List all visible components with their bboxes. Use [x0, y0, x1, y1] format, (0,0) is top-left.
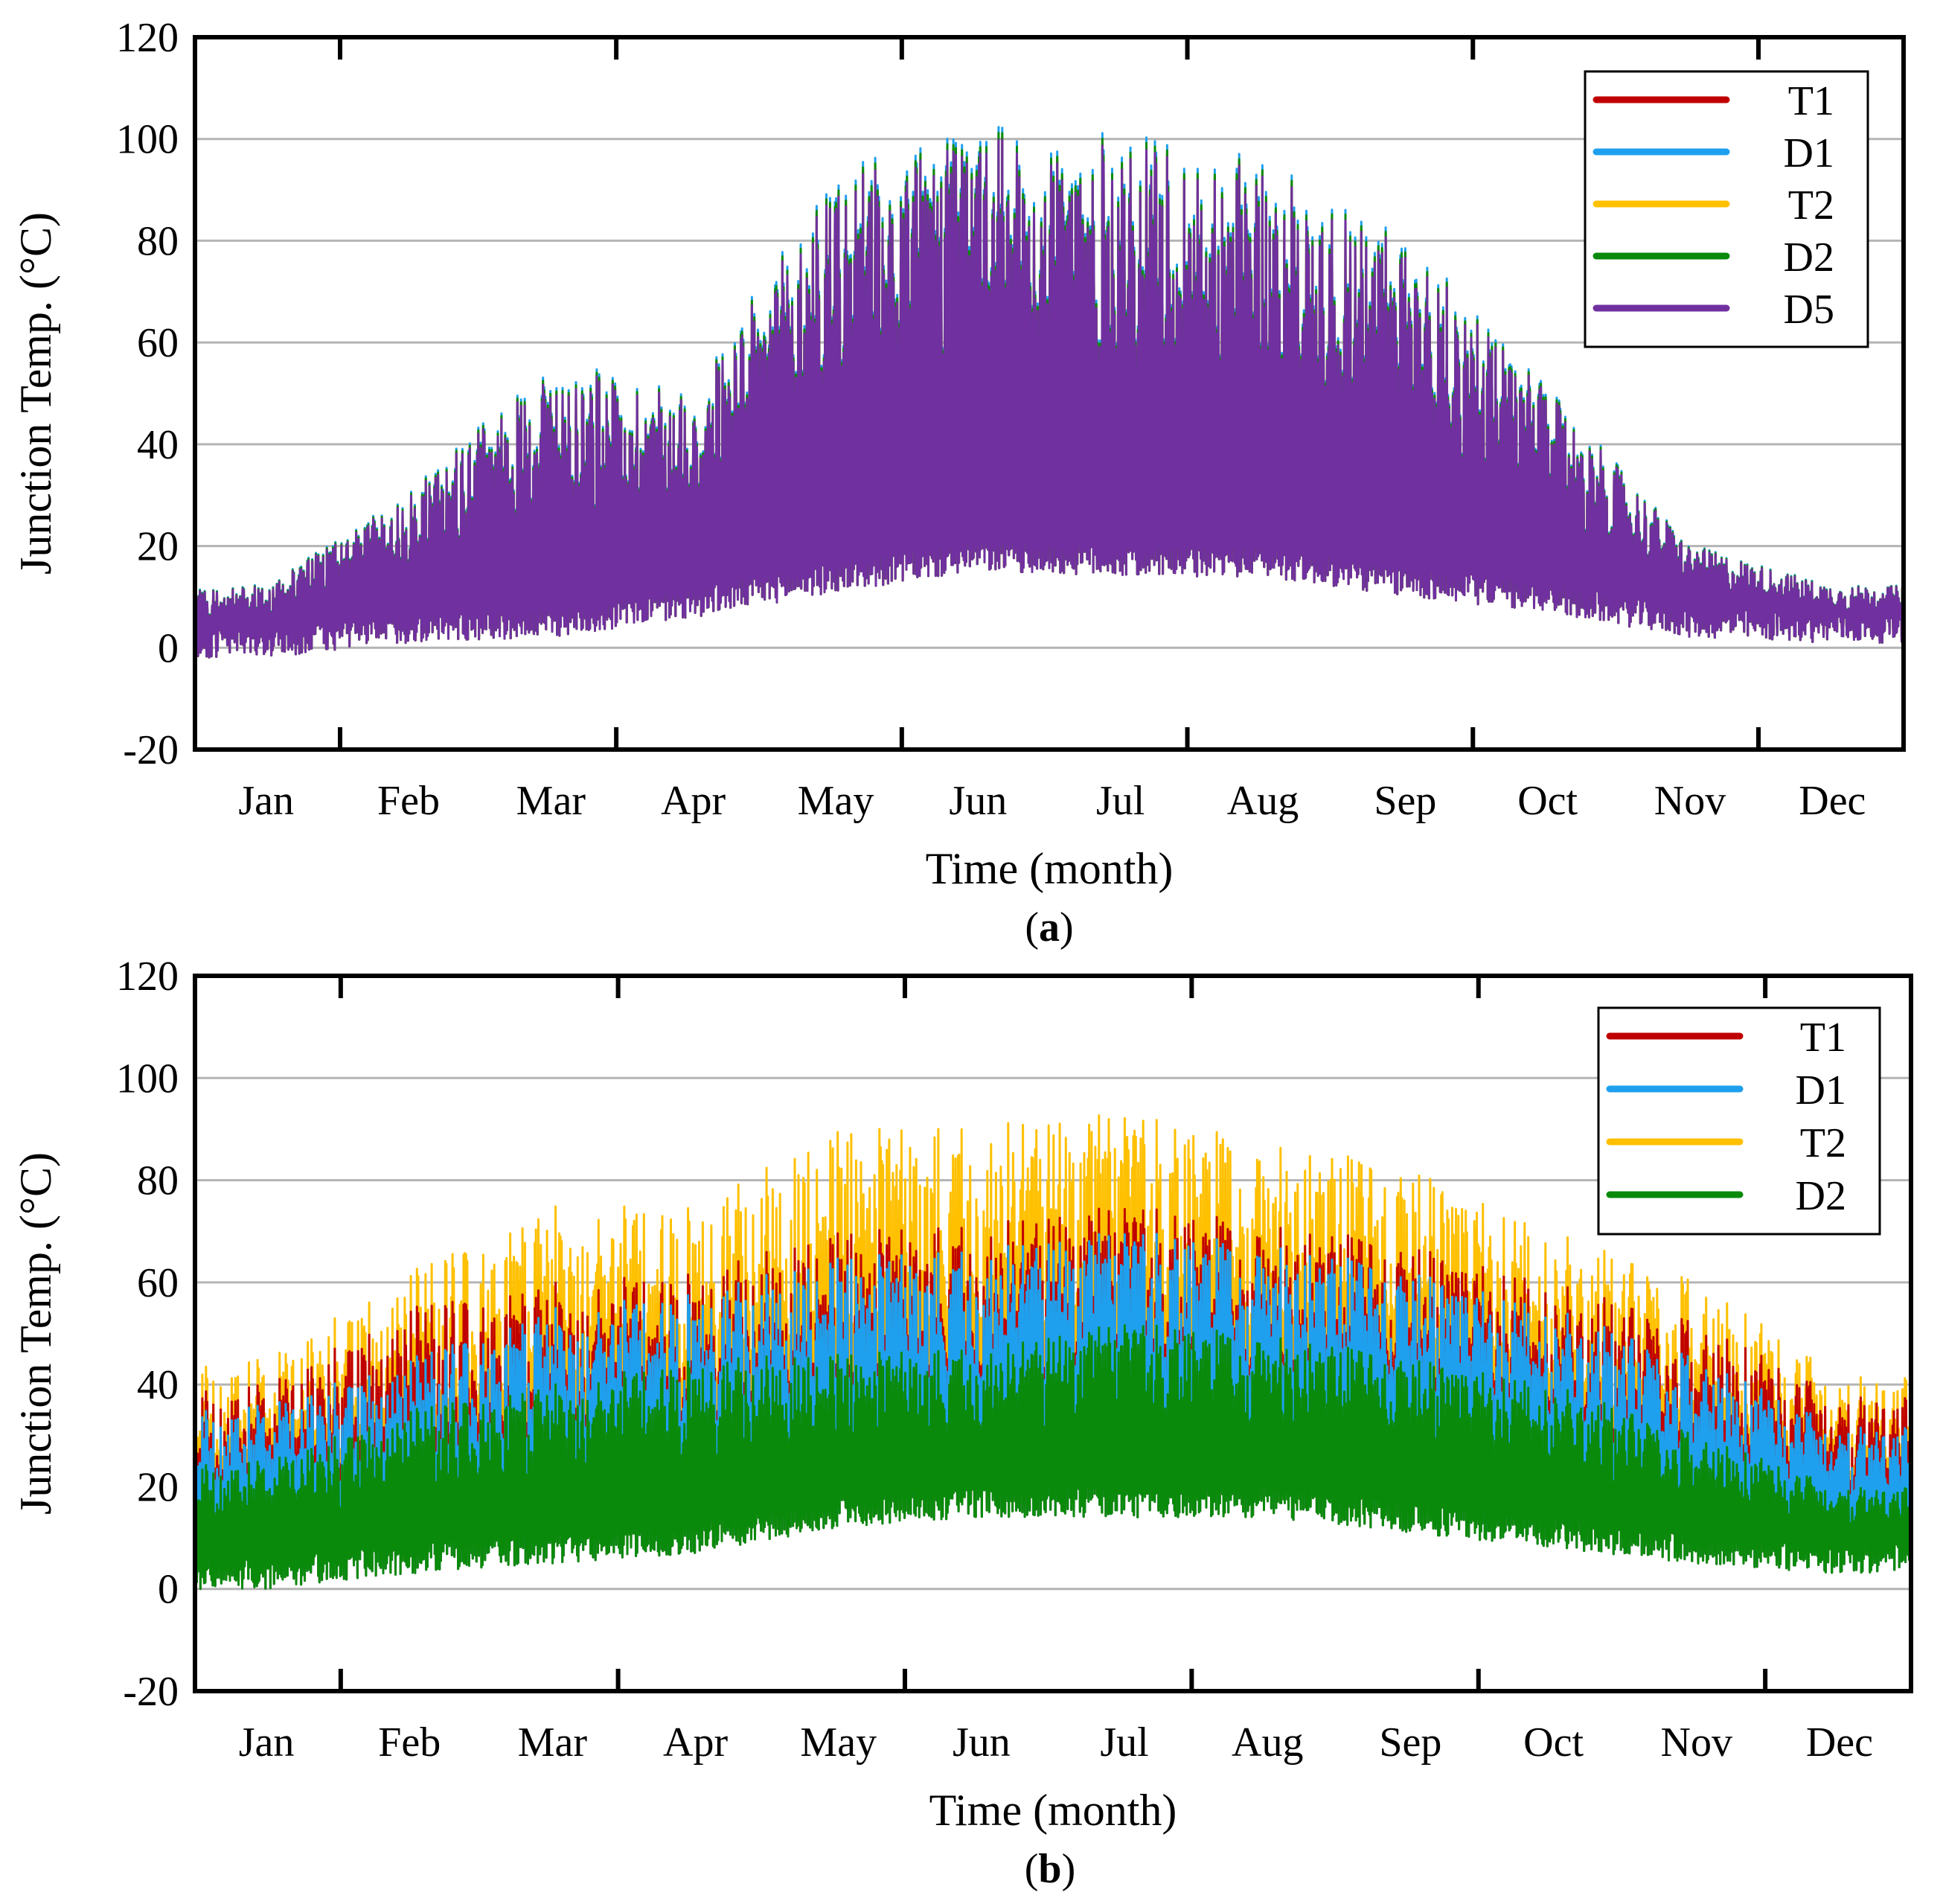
chart-a-x-tick-label: Feb [377, 778, 440, 824]
chart-a-x-tick-label: May [798, 778, 874, 824]
chart-a-panel-label: (a) [1025, 904, 1073, 951]
chart-b-y-tick-label: 120 [116, 953, 179, 1000]
chart-a-y-tick-label: 120 [116, 15, 179, 61]
chart-panel-a: -20 0 20 40 60 80 100 120 Jan Feb Mar Apr May Jun Jul… [11, 15, 1906, 951]
chart-b-x-tick-label: Sep [1379, 1719, 1441, 1766]
chart-a-x-tick-label: Oct [1517, 778, 1578, 824]
chart-b-panel-letter: b [1038, 1846, 1061, 1892]
chart-b-y-tick-label: 40 [137, 1362, 179, 1408]
chart-a-y-ticks: -20 0 20 40 60 80 100 120 [116, 15, 179, 773]
chart-b-legend-label-t2: T2 [1800, 1120, 1846, 1166]
chart-a-legend-label-t2: T2 [1788, 182, 1834, 229]
chart-b-x-tick-label: Nov [1661, 1719, 1732, 1766]
chart-b-y-tick-label: 60 [137, 1260, 179, 1306]
chart-a-x-ticks: Jan Feb Mar Apr May Jun Jul Aug Sep Oct Nov Dec [238, 37, 1866, 824]
chart-b-y-ticks: -20 0 20 40 60 80 100 120 [116, 953, 179, 1715]
chart-a-frame [193, 35, 1906, 752]
chart-a-y-tick-label: 40 [137, 422, 179, 468]
chart-b-legend-label-d2: D2 [1796, 1173, 1846, 1219]
chart-a-x-tick-label: Aug [1227, 778, 1299, 824]
chart-a-series-group [193, 126, 1906, 659]
chart-b-x-tick-label: Feb [378, 1719, 441, 1766]
chart-a-y-tick-label: -20 [123, 727, 179, 773]
chart-b-y-tick-label: 20 [137, 1464, 179, 1510]
chart-b-legend: T1 D1 T2 D2 [1597, 1006, 1881, 1236]
chart-a-legend-label-d5: D5 [1784, 287, 1834, 333]
chart-a-legend-box [1584, 70, 1869, 348]
chart-a-x-tick-label: Sep [1374, 778, 1436, 824]
chart-b-x-axis-title: Time (month) [929, 1786, 1177, 1835]
chart-a-x-tick-label: Mar [516, 778, 586, 824]
chart-b-x-tick-label: May [800, 1719, 877, 1766]
chart-a-series-d5 [193, 138, 1906, 659]
chart-panel-b: -20 0 20 40 60 80 100 120 Jan Feb Mar Apr May Jun Jul… [11, 953, 1913, 1892]
chart-a-legend-label-d2: D2 [1784, 234, 1834, 281]
chart-b-series-d2 [193, 1324, 1913, 1591]
chart-b-x-tick-label: Mar [518, 1719, 588, 1766]
chart-b-x-ticks: Jan Feb Mar Apr May Jun Jul Aug Sep Oct Nov Dec [239, 976, 1873, 1766]
chart-b-legend-label-t1: T1 [1800, 1015, 1846, 1061]
chart-a-x-tick-label: Jun [949, 778, 1007, 824]
chart-a-y-tick-label: 80 [137, 218, 179, 264]
chart-b-panel-label: (b) [1025, 1846, 1075, 1892]
chart-a-x-axis-title: Time (month) [926, 844, 1174, 893]
chart-a-x-tick-label: Nov [1654, 778, 1726, 824]
chart-b-x-tick-label: Jun [953, 1719, 1011, 1766]
chart-a-x-tick-label: Dec [1799, 778, 1866, 824]
chart-a-legend: T1 D1 T2 D2 D5 [1584, 70, 1869, 348]
chart-b-x-tick-label: Jul [1100, 1719, 1148, 1766]
chart-b-x-tick-label: Aug [1232, 1719, 1303, 1766]
chart-a-x-tick-label: Apr [661, 778, 726, 824]
chart-a-y-tick-label: 20 [137, 524, 179, 570]
chart-b-y-tick-label: -20 [123, 1669, 179, 1715]
chart-b-legend-label-d1: D1 [1796, 1067, 1846, 1114]
chart-b-y-tick-label: 0 [158, 1567, 179, 1613]
chart-a-legend-label-d1: D1 [1784, 130, 1834, 176]
chart-b-y-tick-label: 100 [116, 1055, 179, 1102]
chart-a-legend-label-t1: T1 [1788, 78, 1834, 124]
chart-b-y-axis-title: Junction Temp. (°C) [11, 1152, 60, 1515]
chart-a-y-tick-label: 100 [116, 117, 179, 163]
chart-a-y-tick-label: 60 [137, 320, 179, 366]
chart-b-x-tick-label: Oct [1523, 1719, 1584, 1766]
chart-a-y-tick-label: 0 [158, 625, 179, 671]
chart-b-series-group [193, 1114, 1913, 1591]
chart-b-y-tick-label: 80 [137, 1158, 179, 1204]
chart-b-x-tick-label: Dec [1806, 1719, 1873, 1766]
chart-a-x-tick-label: Jan [238, 778, 294, 824]
chart-b-frame [193, 974, 1913, 1693]
chart-b-x-tick-label: Apr [663, 1719, 728, 1766]
chart-b-x-tick-label: Jan [239, 1719, 295, 1766]
chart-a-panel-letter: a [1039, 904, 1060, 951]
chart-a-y-axis-title: Junction Temp. (°C) [11, 212, 60, 575]
chart-a-x-tick-label: Jul [1096, 778, 1145, 824]
